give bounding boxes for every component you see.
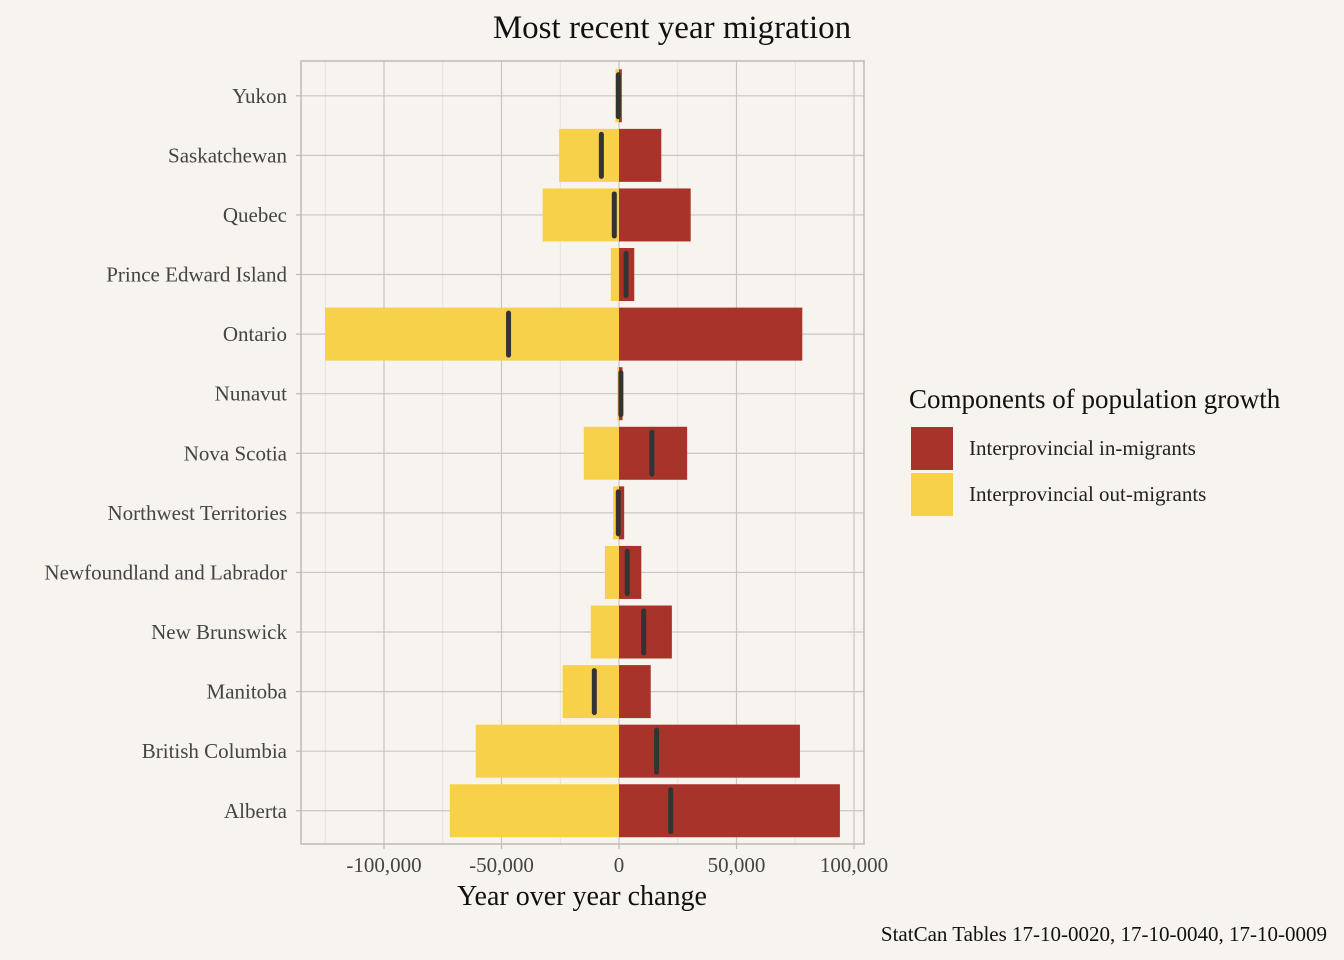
x-tick-label: -100,000: [346, 853, 421, 877]
x-tick-label: -50,000: [469, 853, 534, 877]
caption: StatCan Tables 17-10-0020, 17-10-0040, 1…: [881, 922, 1327, 946]
x-axis-title: Year over year change: [457, 881, 707, 912]
legend-key: [911, 473, 953, 516]
bar-in-migrants: [619, 545, 642, 599]
y-tick-label: Yukon: [232, 84, 287, 108]
y-tick-label: Nova Scotia: [184, 441, 288, 465]
bar-out-migrants: [325, 307, 619, 361]
bar-out-migrants: [617, 367, 619, 421]
bar-in-migrants: [619, 128, 662, 182]
bar-out-migrants: [559, 128, 619, 182]
bar-in-migrants: [619, 486, 625, 540]
legend-title: Components of population growth: [909, 384, 1281, 414]
bar-out-migrants: [604, 545, 619, 599]
legend-label: Interprovincial in-migrants: [969, 436, 1196, 460]
x-tick-label: 50,000: [708, 853, 766, 877]
bar-out-migrants: [542, 188, 619, 242]
y-tick-label: Saskatchewan: [168, 143, 287, 167]
chart-title: Most recent year migration: [493, 10, 851, 46]
y-tick-label: Alberta: [224, 799, 288, 823]
legend: Interprovincial in-migrants Interprovinci…: [911, 427, 1206, 516]
bar-in-migrants: [619, 784, 840, 838]
panel-border: [300, 60, 865, 845]
bar-out-migrants: [583, 426, 619, 480]
y-tick-label: New Brunswick: [151, 620, 287, 644]
y-tick-label: British Columbia: [142, 739, 288, 763]
bar-out-migrants: [562, 665, 619, 719]
legend-label: Interprovincial out-migrants: [969, 482, 1206, 506]
legend-key: [911, 427, 953, 470]
bar-out-migrants: [475, 724, 619, 778]
bar-in-migrants: [619, 188, 691, 242]
bar-out-migrants: [610, 248, 619, 302]
bar-in-migrants: [619, 307, 803, 361]
x-tick-label: 0: [614, 853, 625, 877]
y-tick-label: Newfoundland and Labrador: [44, 560, 287, 584]
bar-out-migrants: [590, 605, 619, 659]
y-tick-label: Nunavut: [215, 382, 287, 406]
y-tick-label: Prince Edward Island: [106, 263, 287, 287]
y-tick-label: Ontario: [223, 322, 287, 346]
plot-area: Yukon Saskatchewan Quebec Prince Edward Isl…: [44, 60, 888, 877]
y-tick-label: Quebec: [223, 203, 287, 227]
x-tick-label: 100,000: [820, 853, 888, 877]
bar-out-migrants: [449, 784, 619, 838]
bar-in-migrants: [619, 724, 800, 778]
bar-in-migrants: [619, 665, 651, 719]
y-tick-label: Northwest Territories: [107, 501, 287, 525]
y-tick-label: Manitoba: [207, 680, 288, 704]
